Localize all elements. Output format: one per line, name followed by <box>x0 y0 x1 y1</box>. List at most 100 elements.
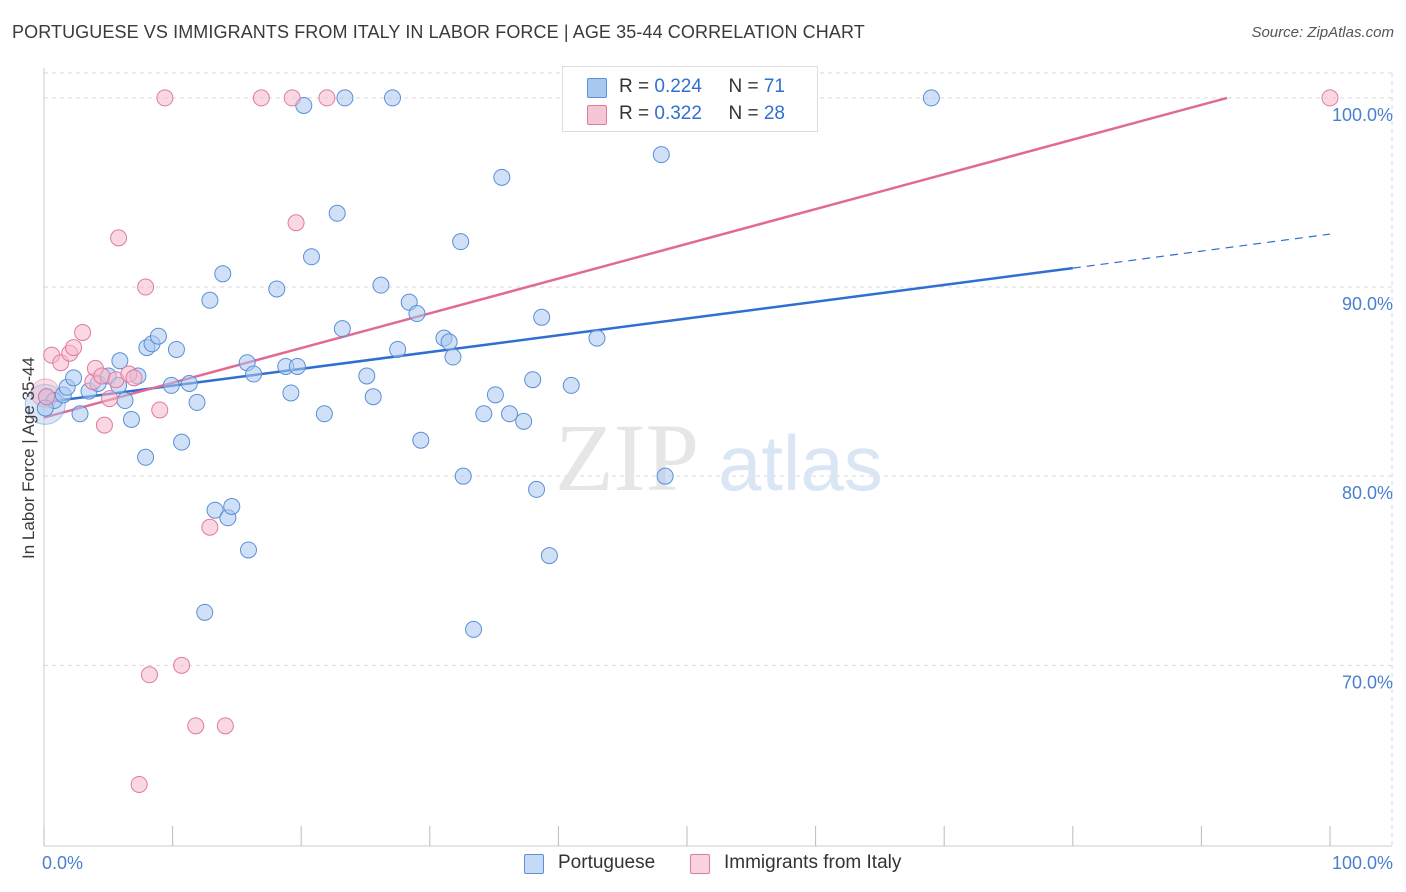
point-portuguese <box>562 376 580 394</box>
point-italy <box>65 339 83 357</box>
point-italy <box>187 717 205 735</box>
point-portuguese <box>408 305 426 323</box>
point-italy <box>38 388 56 406</box>
point-portuguese <box>444 348 462 366</box>
point-portuguese <box>302 248 320 266</box>
point-italy <box>252 89 270 107</box>
tick-labels: 70.0% 80.0% 90.0% 100.0% 0.0% 100.0% <box>42 105 1393 873</box>
bottom-legend-swatch-italy <box>690 854 710 874</box>
point-italy <box>137 278 155 296</box>
point-italy <box>151 401 169 419</box>
point-italy <box>93 367 111 385</box>
y-tick-label: 70.0% <box>1342 672 1393 692</box>
point-italy <box>110 229 128 247</box>
point-portuguese <box>333 320 351 338</box>
point-portuguese <box>288 357 306 375</box>
point-portuguese <box>65 369 83 387</box>
point-portuguese <box>149 327 167 345</box>
legend-swatch-italy <box>587 105 607 125</box>
point-portuguese <box>364 388 382 406</box>
point-portuguese <box>454 467 472 485</box>
point-portuguese <box>440 333 458 351</box>
point-portuguese <box>167 340 185 358</box>
point-portuguese <box>372 276 390 294</box>
legend-n-value: 28 <box>763 103 785 124</box>
trend-line-italy <box>43 96 1228 419</box>
point-italy <box>318 89 336 107</box>
legend-n-label: N = <box>728 76 764 97</box>
bottom-legend-swatch-portuguese <box>524 854 544 874</box>
point-portuguese <box>122 410 140 428</box>
point-italy <box>173 656 191 674</box>
point-portuguese <box>465 620 483 638</box>
bottom-legend-label-portuguese: Portuguese <box>558 852 656 873</box>
x-tick-label: 0.0% <box>42 853 83 873</box>
legend-r-label: R = <box>619 76 655 97</box>
point-italy <box>74 323 92 341</box>
point-portuguese <box>268 280 286 298</box>
point-portuguese <box>196 603 214 621</box>
point-portuguese <box>652 146 670 164</box>
point-italy <box>156 89 174 107</box>
point-italy <box>130 775 148 793</box>
point-italy <box>140 666 158 684</box>
x-tick-label: 100.0% <box>1332 853 1393 873</box>
legend-r-value: 0.322 <box>654 103 702 124</box>
trend-line-portuguese <box>43 266 1073 404</box>
watermark: ZIP atlas <box>555 404 883 511</box>
point-portuguese <box>245 365 263 383</box>
point-portuguese <box>201 291 219 309</box>
point-italy <box>101 390 119 408</box>
watermark-atlas: atlas <box>718 419 883 507</box>
point-portuguese <box>116 392 134 410</box>
bottom-legend-label-italy: Immigrants from Italy <box>724 852 902 873</box>
legend-n-label: N = <box>728 103 764 124</box>
point-portuguese <box>452 233 470 251</box>
point-italy <box>95 416 113 434</box>
point-portuguese <box>162 376 180 394</box>
point-portuguese <box>239 541 257 559</box>
point-portuguese <box>71 405 89 423</box>
point-portuguese <box>180 375 198 393</box>
point-portuguese <box>533 308 551 326</box>
point-portuguese <box>501 405 519 423</box>
point-portuguese <box>206 501 224 519</box>
point-portuguese <box>656 467 674 485</box>
point-portuguese <box>493 168 511 186</box>
point-italy <box>201 518 219 536</box>
point-portuguese <box>515 412 533 430</box>
y-tick-label: 90.0% <box>1342 294 1393 314</box>
point-portuguese <box>188 393 206 411</box>
point-portuguese <box>358 367 376 385</box>
point-italy <box>283 89 301 107</box>
point-portuguese <box>524 371 542 389</box>
point-portuguese <box>528 480 546 498</box>
point-portuguese <box>486 386 504 404</box>
point-portuguese <box>540 547 558 565</box>
point-italy <box>125 369 143 387</box>
y-tick-label: 100.0% <box>1332 105 1393 125</box>
trend-line-portuguese-extension <box>1072 233 1331 269</box>
point-portuguese <box>214 265 232 283</box>
point-italy <box>216 717 234 735</box>
point-portuguese <box>111 352 129 370</box>
point-portuguese <box>922 89 940 107</box>
point-portuguese <box>282 384 300 402</box>
point-portuguese <box>223 497 241 515</box>
watermark-zip: ZIP <box>555 404 699 511</box>
legend-swatch-portuguese <box>587 78 607 98</box>
source-credit: Source: ZipAtlas.com <box>1251 24 1394 41</box>
trend-lines <box>43 96 1331 419</box>
y-tick-label: 80.0% <box>1342 483 1393 503</box>
data-points <box>24 89 1339 793</box>
point-portuguese <box>412 431 430 449</box>
legend-r-value: 0.224 <box>654 76 702 97</box>
point-portuguese <box>336 89 354 107</box>
point-portuguese <box>315 405 333 423</box>
chart-title: PORTUGUESE VS IMMIGRANTS FROM ITALY IN L… <box>12 22 865 42</box>
y-axis-label: In Labor Force | Age 35-44 <box>19 357 38 559</box>
point-portuguese <box>173 433 191 451</box>
point-portuguese <box>137 448 155 466</box>
legend-r-label: R = <box>619 103 655 124</box>
